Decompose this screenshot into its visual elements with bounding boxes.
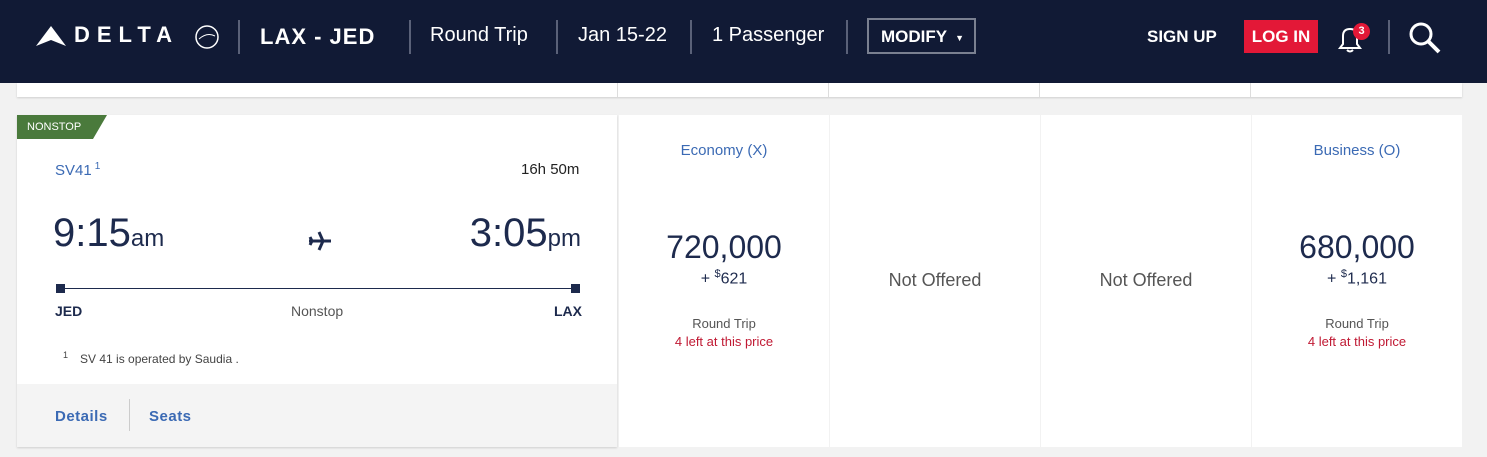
availability: 4 left at this price — [1307, 334, 1407, 349]
footnote-mark: 1 — [63, 350, 69, 360]
divider — [828, 83, 829, 97]
passengers[interactable]: 1 Passenger — [712, 24, 825, 46]
dropdown-arrow: ▼ — [955, 32, 965, 43]
tax-amount: 621 — [720, 270, 748, 288]
origin: JED — [55, 303, 83, 319]
footnote: 1 SV 41 is operated by Saudia . — [63, 350, 239, 366]
flight-card: NONSTOP SV41 1 16h 50m 9:15am 3:05pm JED … — [17, 115, 617, 447]
cabin: Economy (X) — [680, 142, 768, 159]
skyteam-icon — [195, 25, 219, 49]
divider — [1250, 83, 1251, 97]
miles: 680,000 — [1299, 229, 1415, 265]
fare-column[interactable]: Economy (X) 720,000 + $621 Round Trip 4 … — [619, 115, 829, 447]
plus: + — [1327, 270, 1337, 288]
modify-button[interactable]: MODIFY ▼ — [867, 18, 976, 54]
previous-card — [17, 83, 1462, 97]
flight-number-text: SV41 — [55, 162, 92, 179]
dates[interactable]: Jan 15-22 — [578, 24, 667, 46]
not-offered: Not Offered — [888, 270, 982, 290]
trip-type: Round Trip — [1325, 316, 1389, 331]
arrive-time-value: 3:05 — [469, 211, 548, 255]
header: DELTA LAX - JED Round Trip Jan 15-22 1 P… — [0, 0, 1487, 83]
duration: 16h 50m — [521, 161, 580, 178]
tax-amount: 1,161 — [1346, 270, 1387, 288]
notification-count: 3 — [1353, 23, 1370, 40]
tax: + $1,161 — [1252, 268, 1462, 288]
cabin: Business (O) — [1313, 142, 1401, 159]
arrive-suffix: pm — [547, 225, 581, 252]
flight-number[interactable]: SV41 1 — [55, 161, 100, 179]
plane-icon — [308, 231, 331, 251]
divider — [129, 399, 130, 431]
availability: 4 left at this price — [674, 334, 774, 349]
log-in-button[interactable]: LOG IN — [1244, 20, 1318, 53]
separator — [409, 20, 411, 54]
divider — [617, 83, 618, 97]
separator — [556, 20, 558, 54]
modify-label: MODIFY — [881, 27, 948, 46]
trip-type[interactable]: Round Trip — [430, 24, 528, 46]
nonstop-badge: NONSTOP — [27, 121, 82, 133]
destination: LAX — [554, 303, 582, 319]
separator — [690, 20, 692, 54]
depart-time: 9:15am — [53, 211, 164, 256]
brand: DELTA — [74, 22, 180, 47]
fare-column: Not Offered — [1041, 115, 1251, 447]
separator — [238, 20, 240, 54]
arrive-time: 3:05pm — [470, 211, 581, 256]
plus: + — [700, 270, 711, 288]
details-link[interactable]: Details — [55, 408, 108, 425]
separator — [846, 20, 848, 54]
not-offered: Not Offered — [1099, 270, 1193, 290]
route[interactable]: LAX - JED — [260, 24, 376, 49]
trip-type: Round Trip — [692, 316, 756, 331]
depart-time-value: 9:15 — [53, 211, 131, 255]
currency: $ — [1340, 268, 1347, 280]
footnote-text: SV 41 is operated by Saudia . — [80, 352, 239, 366]
miles: 720,000 — [666, 229, 782, 265]
tax: + $621 — [619, 268, 829, 288]
stops: Nonstop — [291, 303, 344, 319]
depart-suffix: am — [130, 225, 165, 252]
separator — [1388, 20, 1390, 54]
fare-column: Not Offered — [830, 115, 1040, 447]
badge-bg — [17, 115, 107, 139]
seats-link[interactable]: Seats — [149, 408, 192, 425]
search-icon[interactable] — [1408, 21, 1442, 55]
currency: $ — [714, 268, 721, 280]
footnote-mark: 1 — [94, 161, 101, 172]
route-line — [56, 284, 580, 294]
links-bar: Details Seats — [17, 384, 617, 447]
delta-logo-icon — [36, 26, 66, 46]
sign-up[interactable]: SIGN UP — [1147, 27, 1217, 46]
fare-column[interactable]: Business (O) 680,000 + $1,161 Round Trip… — [1252, 115, 1462, 447]
divider — [1039, 83, 1040, 97]
